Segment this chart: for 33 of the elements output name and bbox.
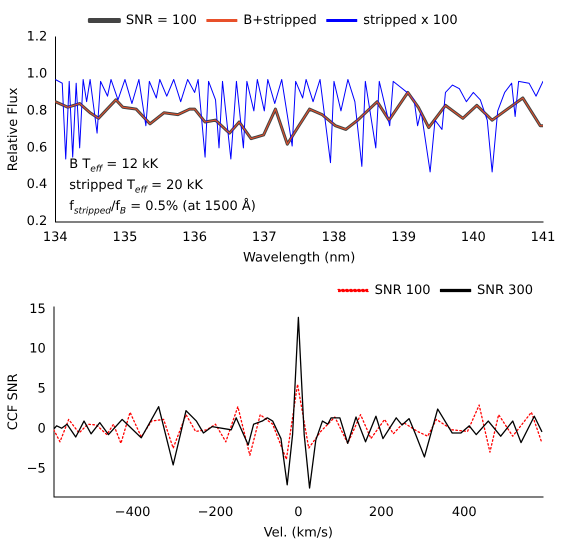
x-tick-label: 140 <box>460 230 486 245</box>
x-axis-title: Vel. (km/s) <box>264 526 334 541</box>
x-tick-label: 137 <box>252 230 277 245</box>
y-tick-label: 0.6 <box>26 140 48 156</box>
x-tick-label: 139 <box>391 230 416 245</box>
x-tick-label: 134 <box>42 230 68 245</box>
y-tick-label: −5 <box>26 461 46 476</box>
legend-label: B+stripped <box>243 12 317 28</box>
y-tick-label: 0.2 <box>26 214 48 230</box>
x-tick-label: 400 <box>452 504 477 520</box>
y-tick-label: 1.2 <box>26 29 48 44</box>
x-tick-label: 138 <box>322 230 346 245</box>
legend-label: SNR 300 <box>477 282 534 298</box>
x-tick-label: 200 <box>368 504 394 520</box>
x-tick-label: 136 <box>182 230 208 245</box>
y-tick-label: 1.0 <box>26 66 48 82</box>
y-tick-label: 0.4 <box>26 177 48 192</box>
y-tick-label: 5 <box>37 382 46 397</box>
y-axis-title: Relative Flux <box>6 87 22 172</box>
y-axis-title: CCF SNR <box>6 374 22 430</box>
x-tick-label: 141 <box>530 230 556 245</box>
x-axis-title: Wavelength (nm) <box>242 250 356 266</box>
x-tick-label: −400 <box>114 504 150 520</box>
legend-label: SNR = 100 <box>126 12 197 28</box>
y-tick-label: 10 <box>29 342 46 357</box>
y-tick-label: 15 <box>29 302 46 317</box>
x-tick-label: 0 <box>294 504 303 520</box>
x-tick-label: −200 <box>198 504 234 520</box>
x-tick-label: 135 <box>112 230 138 245</box>
legend-label: SNR 100 <box>374 282 431 298</box>
y-tick-label: 0 <box>37 421 46 436</box>
legend-label: stripped x 100 <box>363 12 458 28</box>
y-tick-label: 0.8 <box>26 103 48 118</box>
